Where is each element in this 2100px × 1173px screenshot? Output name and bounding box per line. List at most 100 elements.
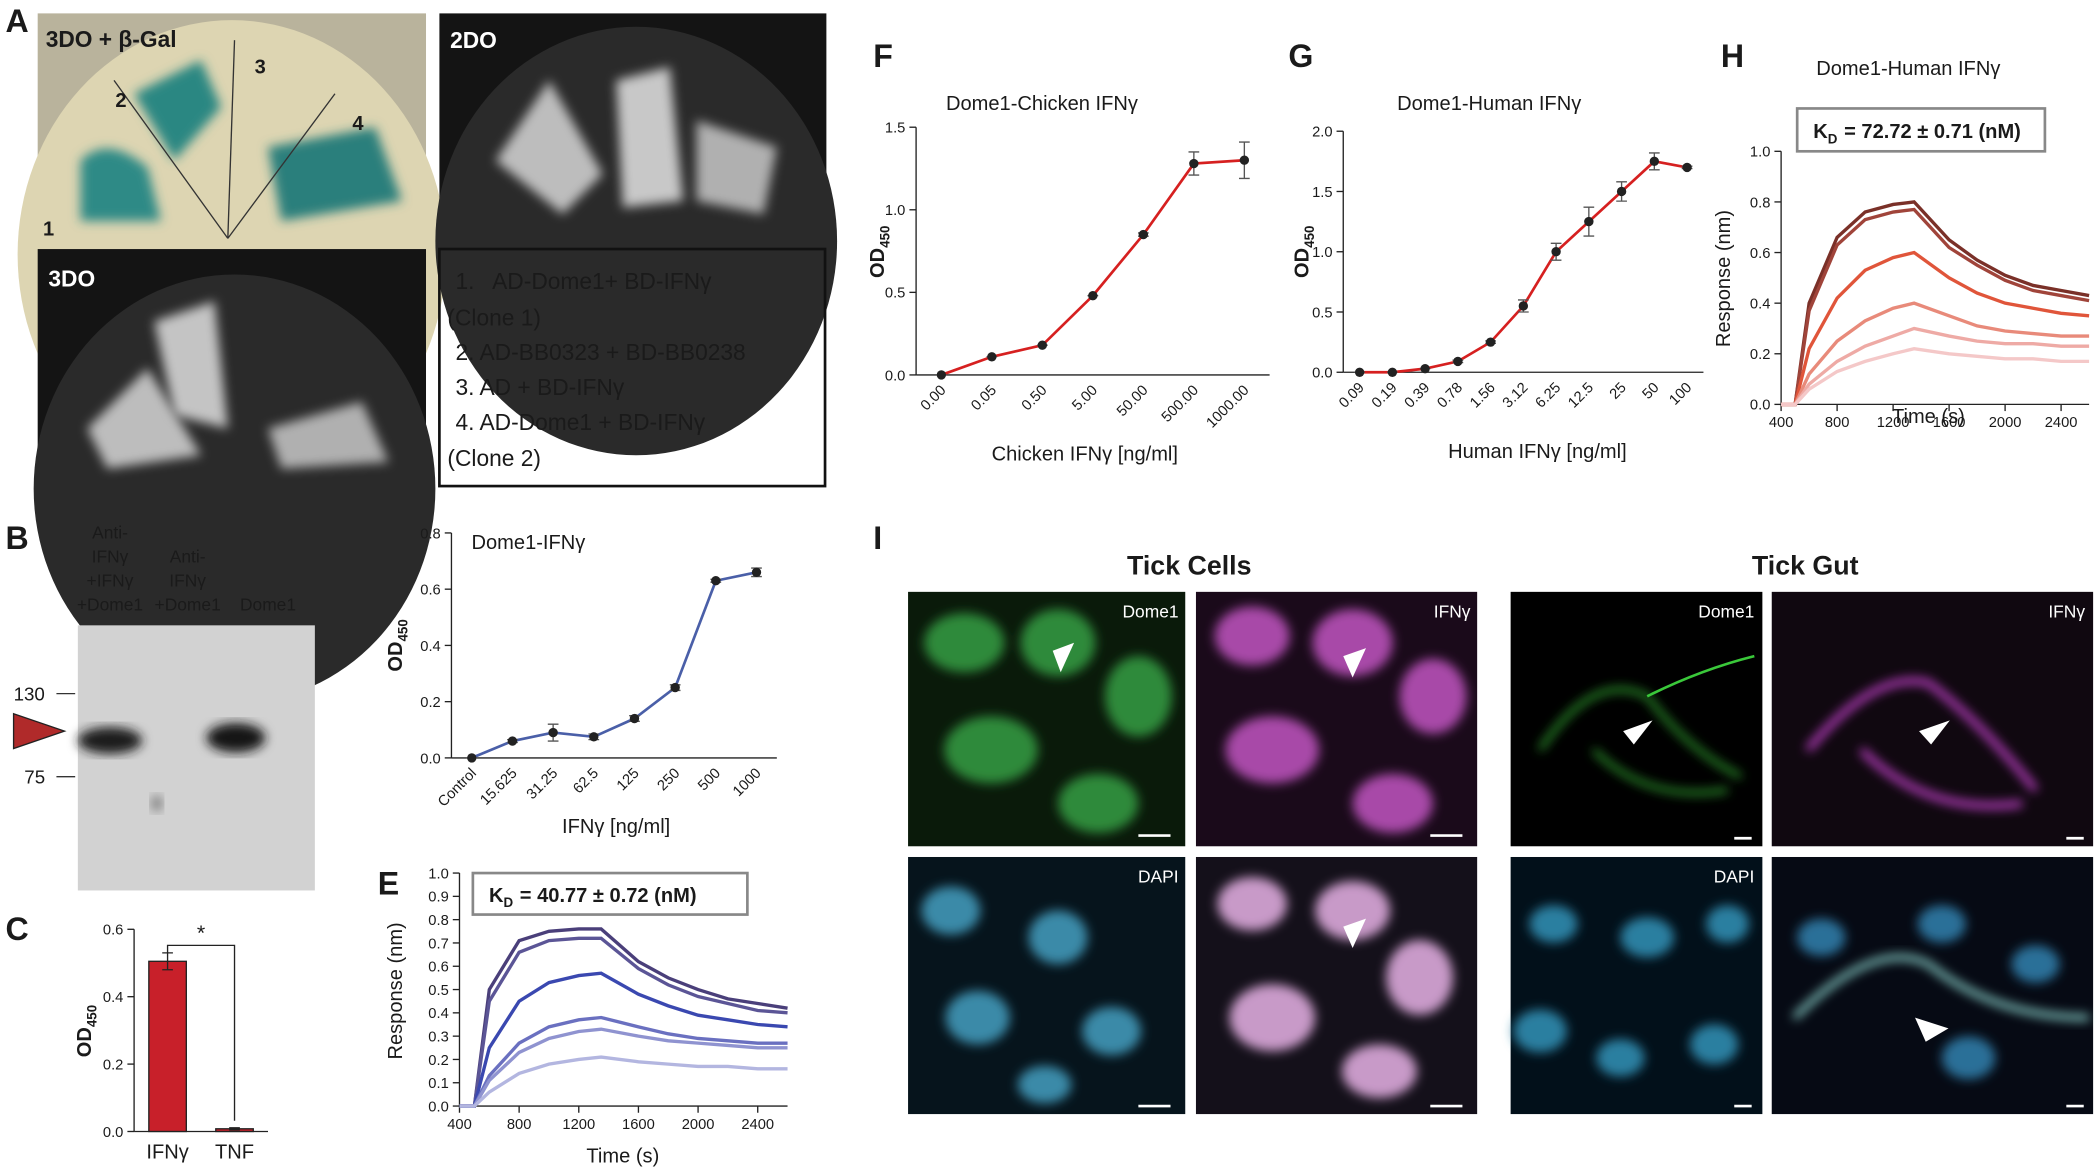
- significance-label: *: [197, 921, 205, 945]
- annotation-main: K: [489, 885, 504, 907]
- x-tick-label: 1000.00: [1204, 383, 1253, 432]
- y-axis-label-subscript: 450: [85, 1005, 100, 1027]
- series-line: [459, 1027, 788, 1108]
- bar: [148, 960, 187, 1133]
- legend-text: 4. AD-Dome1 + BD-IFNγ: [455, 409, 705, 435]
- x-tick-label: 1600: [622, 1117, 655, 1133]
- y-axis-label: OD450: [867, 226, 892, 278]
- x-tick-label: IFNγ: [146, 1141, 188, 1163]
- y-axis-label-subscript: 450: [1302, 226, 1317, 248]
- data-point: [1485, 337, 1496, 347]
- panel-label: B: [6, 520, 29, 556]
- annotation: KD = 40.77 ± 0.72 (nM): [489, 885, 697, 910]
- chart-title: Dome1-Human IFNγ: [1397, 93, 1581, 115]
- sector-label: 4: [352, 113, 364, 135]
- y-tick-label: 0.0: [1312, 366, 1332, 382]
- channel-label: IFNγ: [2048, 601, 2085, 621]
- y-tick-label: 0.0: [428, 1099, 448, 1115]
- lane-label: +IFNγ: [87, 571, 134, 591]
- series-line: [459, 927, 788, 1108]
- y-tick-label: 1.5: [1312, 185, 1332, 201]
- y-tick-label: 1.0: [1312, 245, 1332, 261]
- x-tick-label: 1000: [730, 765, 764, 799]
- y-axis-label-subscript: 450: [395, 619, 410, 641]
- y-tick-label: 0.8: [420, 526, 440, 542]
- series-line: [1781, 250, 2090, 407]
- y-axis-label: Response (nm): [385, 922, 407, 1059]
- legend-text: 2. AD-BB0323 + BD-BB0238: [455, 339, 745, 365]
- band-arrow: [12, 712, 67, 750]
- group-title: Tick Gut: [1752, 550, 1859, 580]
- y-tick-label: 0.5: [1312, 305, 1332, 321]
- data-point: [751, 567, 762, 577]
- series-line: [1781, 200, 2090, 407]
- x-tick-label: 250: [655, 765, 684, 794]
- sector-label: 2: [115, 90, 126, 112]
- y-tick-label: 0.8: [428, 913, 448, 929]
- panel-label: E: [378, 865, 399, 901]
- x-tick-label: 2400: [2045, 415, 2078, 431]
- x-tick-label: 50.00: [1114, 383, 1151, 420]
- micrograph: [1771, 856, 2094, 1115]
- series-line: [1781, 207, 2090, 407]
- data-point: [1189, 158, 1199, 169]
- y-axis-label-text: Response (nm): [385, 922, 407, 1059]
- y-tick-label: 0.2: [428, 1053, 448, 1069]
- data-point: [1649, 156, 1660, 167]
- y-tick-label: 0.6: [420, 583, 440, 599]
- legend-text: (Clone 1): [447, 304, 541, 330]
- x-axis-label: Human IFNγ [ng/ml]: [1448, 441, 1627, 463]
- plate-photo: [435, 13, 838, 456]
- y-axis-label: OD450: [74, 1005, 99, 1057]
- sector-label: 1: [43, 219, 54, 241]
- x-tick-label: 125: [614, 765, 643, 794]
- data-point: [936, 370, 947, 380]
- panel-label: C: [6, 911, 29, 947]
- data-point: [1682, 162, 1692, 173]
- data-point: [1616, 186, 1627, 197]
- x-tick-label: 31.25: [524, 765, 561, 802]
- series-line: [459, 936, 788, 1108]
- plate-label: 3DO: [48, 266, 95, 292]
- error-bar: [229, 1127, 240, 1131]
- x-tick-label: 0.39: [1402, 380, 1434, 412]
- marker-label: 130: [14, 683, 45, 704]
- y-tick-label: 0.7: [428, 936, 448, 952]
- y-tick-label: 1.0: [885, 203, 905, 219]
- annotation-box: [471, 871, 749, 916]
- y-tick-label: 0.4: [420, 639, 440, 655]
- y-axis-label: Response (nm): [1713, 210, 1735, 347]
- data-point: [1354, 367, 1365, 377]
- panel-label: I: [873, 520, 882, 556]
- data-point: [1551, 247, 1561, 257]
- y-tick-label: 0.1: [428, 1076, 448, 1092]
- panel-label: G: [1288, 38, 1313, 74]
- x-tick-label: 1600: [1933, 415, 1966, 431]
- panel-label: A: [6, 3, 29, 39]
- series-line: [459, 1055, 788, 1108]
- channel-label: DAPI: [1138, 866, 1179, 886]
- y-axis-label-text: OD: [1291, 248, 1313, 278]
- y-tick-label: 0.2: [1750, 347, 1770, 363]
- channel-label: Dome1: [1698, 601, 1754, 621]
- lane-label: +Dome1: [77, 595, 143, 615]
- series-line: [940, 158, 1245, 377]
- annotation-subscript: D: [1828, 131, 1838, 146]
- x-tick-label: 400: [1769, 415, 1794, 431]
- data-point: [1420, 363, 1430, 374]
- micrograph: [908, 856, 1186, 1115]
- y-tick-label: 0.6: [1750, 246, 1770, 262]
- y-tick-label: 0.9: [428, 890, 448, 906]
- annotation-rest: = 40.77 ± 0.72 (nM): [520, 885, 697, 907]
- annotation-main: K: [1813, 121, 1828, 143]
- x-axis-label: Chicken IFNγ [ng/ml]: [992, 444, 1178, 466]
- series-line: [1781, 326, 2090, 407]
- x-tick-label: 800: [507, 1117, 532, 1133]
- y-tick-label: 0.6: [103, 923, 123, 939]
- x-tick-label: 0.50: [1019, 383, 1051, 415]
- y-axis-label-text: OD: [385, 642, 407, 672]
- plate-photo: [33, 249, 436, 703]
- y-axis-label: OD450: [1291, 226, 1316, 278]
- data-point: [467, 753, 477, 763]
- data-point: [1037, 340, 1048, 350]
